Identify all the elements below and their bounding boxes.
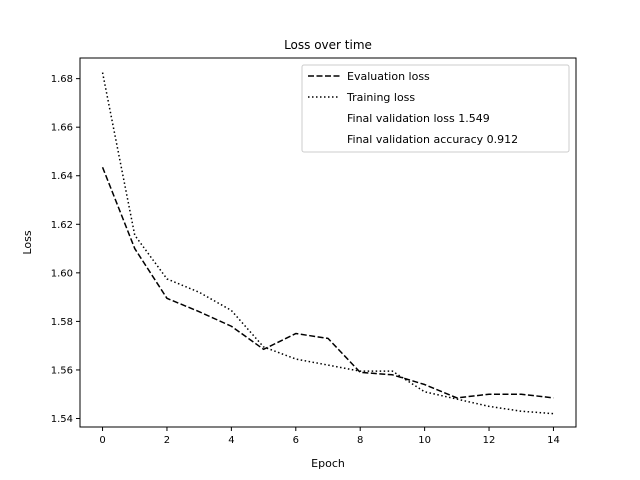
y-tick-label: 1.66: [51, 123, 73, 134]
chart-title: Loss over time: [284, 38, 372, 52]
legend-label-extra-1: Final validation accuracy 0.912: [347, 133, 518, 146]
y-tick-label: 1.56: [51, 365, 73, 376]
legend-label-training-loss: Training loss: [346, 91, 415, 104]
plot-content: [101, 72, 554, 415]
legend: Evaluation loss Training loss Final valida…: [301, 64, 570, 153]
legend-label-extra-0: Final validation loss 1.549: [347, 112, 490, 125]
x-tick-label: 2: [164, 435, 170, 446]
axes-frame: [79, 57, 577, 428]
y-tick-label: 1.60: [51, 268, 73, 279]
y-tick-label: 1.54: [51, 414, 73, 425]
x-axis: 0 2 4 6 8 10 12 14: [99, 427, 560, 446]
x-tick-label: 0: [99, 435, 105, 446]
x-tick-label: 12: [483, 435, 496, 446]
y-tick-label: 1.64: [51, 171, 73, 182]
y-tick-label: 1.58: [51, 317, 73, 328]
x-axis-title: Epoch: [311, 457, 345, 470]
legend-box: [301, 64, 570, 153]
legend-label-evaluation-loss: Evaluation loss: [347, 70, 430, 83]
y-tick-label: 1.62: [51, 220, 73, 231]
x-tick-label: 10: [418, 435, 431, 446]
x-tick-label: 8: [357, 435, 363, 446]
series-line-evaluation-loss: [101, 166, 554, 399]
y-axis: 1.54 1.56 1.58 1.60 1.62 1.64 1.66 1.68: [51, 74, 80, 425]
y-tick-label: 1.68: [51, 74, 73, 85]
x-tick-label: 4: [228, 435, 234, 446]
x-tick-label: 6: [293, 435, 299, 446]
y-axis-title: Loss: [21, 230, 34, 254]
x-tick-label: 14: [547, 435, 560, 446]
